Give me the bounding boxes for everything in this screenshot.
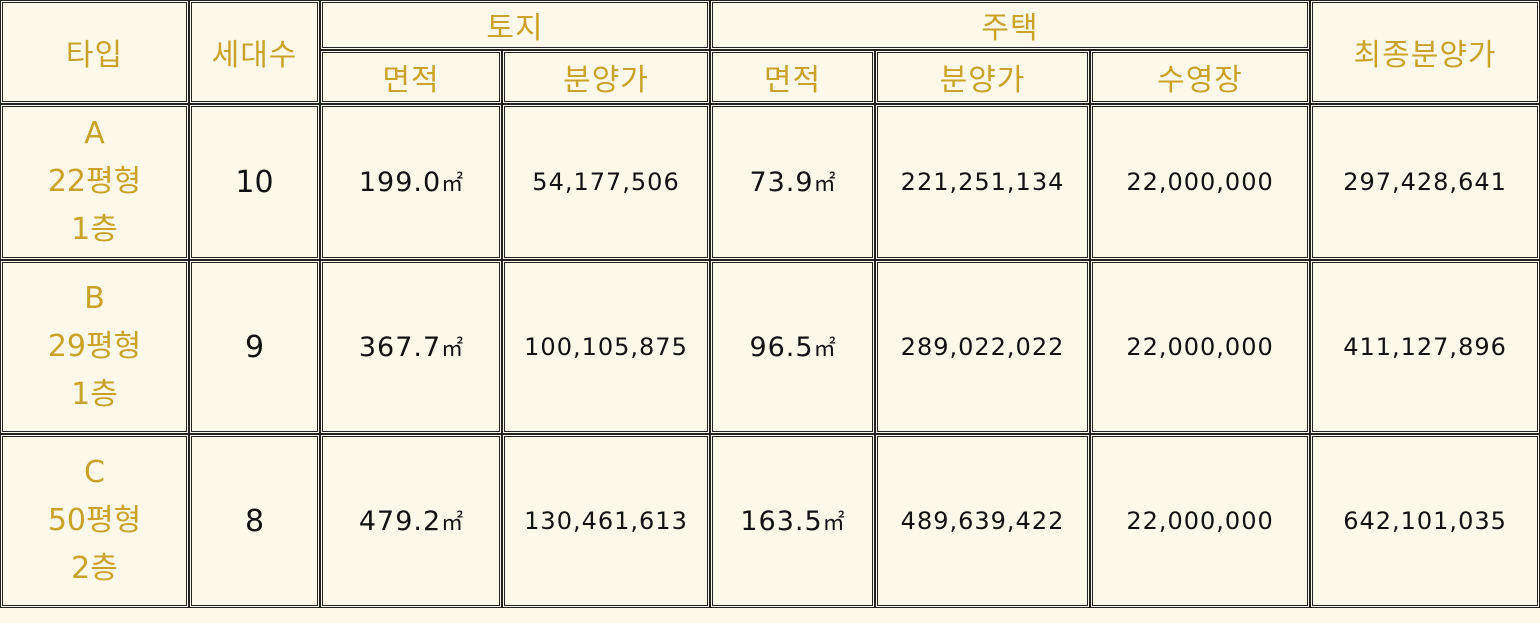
area-unit: ㎡ bbox=[822, 511, 845, 536]
final-price-cell: 297,428,641 bbox=[1310, 104, 1540, 260]
land-price-cell: 130,461,613 bbox=[502, 434, 711, 608]
area-unit: ㎡ bbox=[441, 511, 464, 536]
units-cell: 8 bbox=[189, 434, 320, 608]
area-unit: ㎡ bbox=[813, 337, 836, 362]
units-cell: 10 bbox=[189, 104, 320, 260]
header-land: 토지 bbox=[320, 0, 711, 50]
land-area-value: 199.0 bbox=[358, 167, 442, 198]
land-area-value: 367.7 bbox=[358, 332, 442, 363]
house-price-cell: 221,251,134 bbox=[875, 104, 1091, 260]
land-area-cell: 367.7㎡ bbox=[320, 260, 502, 434]
type-cell: B 29평형 1층 bbox=[0, 260, 189, 434]
type-letter: C bbox=[84, 455, 105, 490]
table-row: A 22평형 1층 10 199.0㎡ 54,177,506 73.9㎡ 221… bbox=[0, 104, 1540, 260]
table-row: C 50평형 2층 8 479.2㎡ 130,461,613 163.5㎡ 48… bbox=[0, 434, 1540, 608]
table-row: B 29평형 1층 9 367.7㎡ 100,105,875 96.5㎡ 289… bbox=[0, 260, 1540, 434]
house-area-value: 96.5 bbox=[749, 332, 814, 363]
type-letter: A bbox=[84, 116, 105, 151]
header-type: 타입 bbox=[0, 0, 189, 104]
land-area-cell: 479.2㎡ bbox=[320, 434, 502, 608]
header-units: 세대수 bbox=[189, 0, 320, 104]
pool-cell: 22,000,000 bbox=[1090, 260, 1311, 434]
pool-cell: 22,000,000 bbox=[1090, 104, 1311, 260]
header-pool: 수영장 bbox=[1090, 50, 1311, 104]
land-area-value: 479.2 bbox=[358, 506, 442, 537]
type-floor: 1층 bbox=[71, 377, 118, 412]
area-unit: ㎡ bbox=[441, 172, 464, 197]
type-size: 29평형 bbox=[47, 329, 142, 364]
land-area-cell: 199.0㎡ bbox=[320, 104, 502, 260]
house-area-value: 73.9 bbox=[749, 167, 814, 198]
units-cell: 9 bbox=[189, 260, 320, 434]
type-floor: 2층 bbox=[71, 551, 118, 586]
header-house-area: 면적 bbox=[710, 50, 876, 104]
header-land-area: 면적 bbox=[320, 50, 502, 104]
type-cell: A 22평형 1층 bbox=[0, 104, 189, 260]
type-letter: B bbox=[84, 281, 105, 316]
final-price-cell: 411,127,896 bbox=[1310, 260, 1540, 434]
house-price-cell: 289,022,022 bbox=[875, 260, 1091, 434]
house-price-cell: 489,639,422 bbox=[875, 434, 1091, 608]
house-area-cell: 73.9㎡ bbox=[710, 104, 876, 260]
land-price-cell: 54,177,506 bbox=[502, 104, 711, 260]
type-cell: C 50평형 2층 bbox=[0, 434, 189, 608]
land-price-cell: 100,105,875 bbox=[502, 260, 711, 434]
type-floor: 1층 bbox=[71, 212, 118, 247]
header-house: 주택 bbox=[710, 0, 1311, 50]
header-house-price: 분양가 bbox=[875, 50, 1091, 104]
final-price-cell: 642,101,035 bbox=[1310, 434, 1540, 608]
house-area-cell: 163.5㎡ bbox=[710, 434, 876, 608]
header-final-price: 최종분양가 bbox=[1310, 0, 1540, 104]
pool-cell: 22,000,000 bbox=[1090, 434, 1311, 608]
house-area-value: 163.5 bbox=[740, 506, 823, 537]
price-table: 타입 세대수 토지 주택 최종분양가 면적 분양가 면적 분양가 수영장 A 2… bbox=[0, 0, 1540, 608]
type-size: 50평형 bbox=[47, 503, 142, 538]
house-area-cell: 96.5㎡ bbox=[710, 260, 876, 434]
area-unit: ㎡ bbox=[813, 172, 836, 197]
header-land-price: 분양가 bbox=[502, 50, 711, 104]
type-size: 22평형 bbox=[47, 164, 142, 199]
area-unit: ㎡ bbox=[441, 337, 464, 362]
